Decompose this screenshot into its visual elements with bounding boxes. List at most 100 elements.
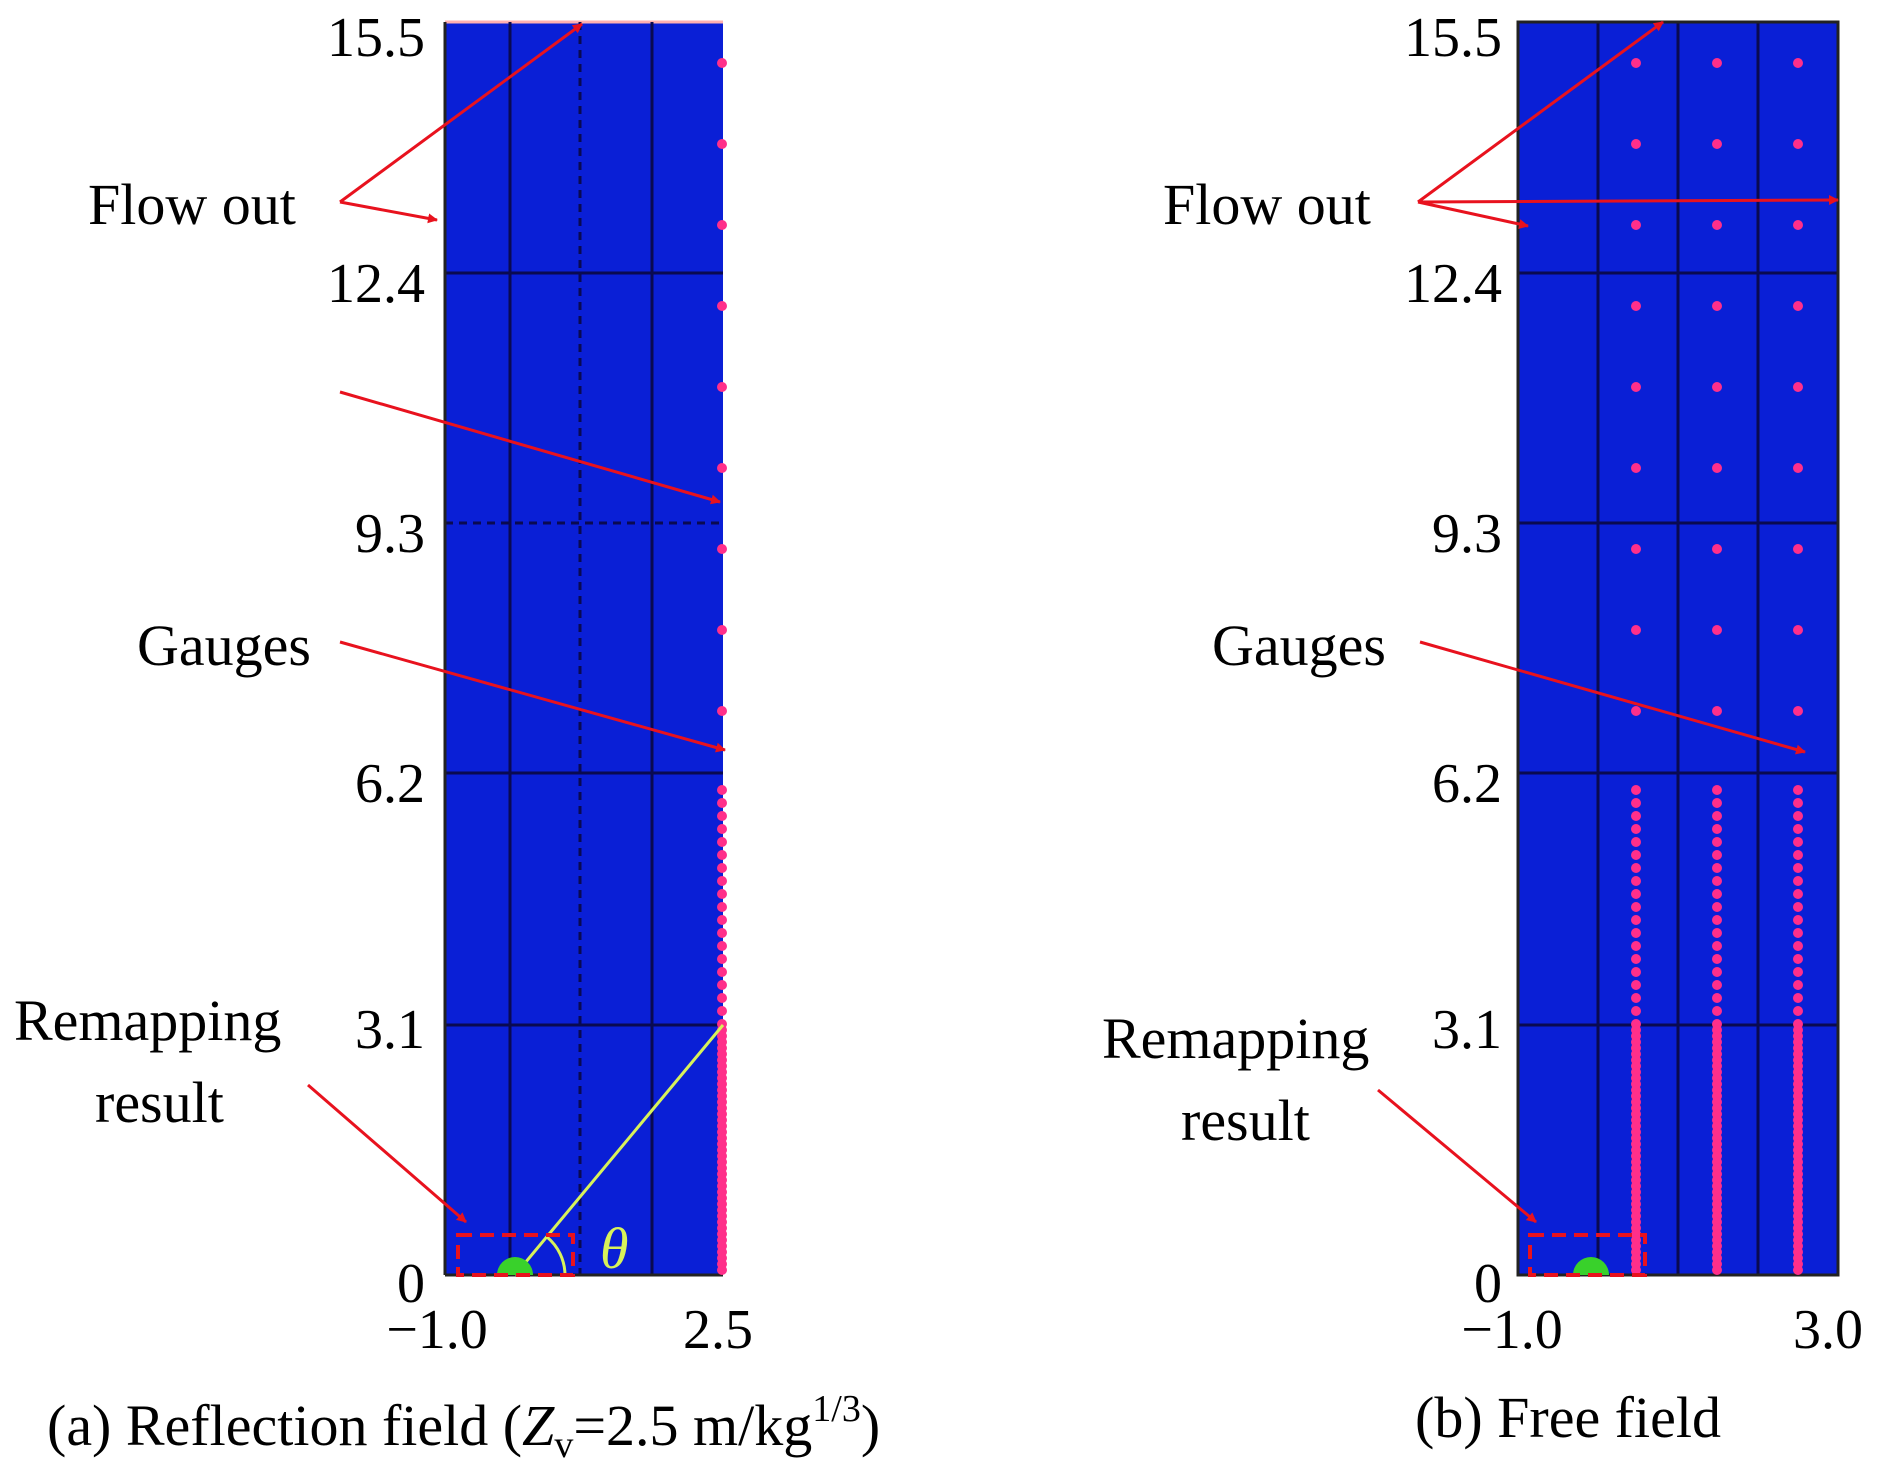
panel-b-col-3-gauge-4 — [1793, 382, 1803, 392]
panel-b-col-3-gauge-5 — [1793, 463, 1803, 473]
panel-b-col-1-gauge-3 — [1631, 301, 1641, 311]
panel-a-flow-out-arrow-left — [339, 200, 438, 224]
panel-b-col-3-gauge-19 — [1793, 915, 1803, 925]
panel-b-col-2-gauge-25 — [1712, 993, 1722, 1003]
panel-a-ytick-15.5: 15.5 — [327, 7, 425, 69]
panel-b-gauges — [1631, 58, 1803, 1275]
panel-a-grid — [445, 22, 723, 1275]
panel-b-col-1-gauge-26 — [1631, 1006, 1641, 1016]
panel-b-col-2-gauge-5 — [1712, 463, 1722, 473]
panel-a-theta-arc — [546, 1235, 567, 1276]
panel-a-ytick-9.3: 9.3 — [355, 503, 425, 565]
panel-b-col-3-gauge-2 — [1793, 220, 1803, 230]
panel-b-col-2-gauge-11 — [1712, 811, 1722, 821]
panel-b-remap-arrow — [1377, 1088, 1537, 1224]
panel-a-col-right-gauge-21 — [717, 941, 727, 951]
panel-b-gauges-arrow — [1419, 640, 1806, 755]
panel-b-flow-out-arrow-right — [1417, 195, 1839, 206]
panel-b-col-1-gauge-24 — [1631, 980, 1641, 990]
panel-b-col-2-gauge-23 — [1712, 967, 1722, 977]
panel-a-col-right-gauge-23 — [717, 967, 727, 977]
panel-b-col-1-gauge-4 — [1631, 382, 1641, 392]
panel-b-col-1-gauge-7 — [1631, 625, 1641, 635]
panel-b: 15.5 12.4 9.3 6.2 3.1 0 −1.0 3.0 Flow ou… — [1102, 7, 1863, 1450]
panel-a-gauges-label: Gauges — [137, 613, 311, 678]
panel-b-remap-label-line1: Remapping — [1102, 1006, 1369, 1071]
panel-b-flow-out-label: Flow out — [1163, 172, 1371, 237]
panel-a-col-right-gauge-1 — [717, 139, 727, 149]
panel-b-col-1-gauge-25 — [1631, 993, 1641, 1003]
panel-b-col-2-gauge-7 — [1712, 625, 1722, 635]
panel-b-col-3-gauge-26 — [1793, 1006, 1803, 1016]
panel-b-col-1-gauge-9 — [1631, 785, 1641, 795]
panel-b-ytick-12.4: 12.4 — [1404, 253, 1502, 315]
panel-b-col-3-gauge-22 — [1793, 954, 1803, 964]
panel-a-ytick-12.4: 12.4 — [327, 253, 425, 315]
panel-a-col-right-gauge-0 — [717, 58, 727, 68]
panel-a-charge — [497, 1257, 533, 1275]
panel-b-charge — [1573, 1257, 1609, 1275]
panel-b-xtick-left: −1.0 — [1461, 1299, 1563, 1361]
panel-a-col-right-gauge-6 — [717, 544, 727, 554]
panel-b-col-2-gauge-13 — [1712, 837, 1722, 847]
panel-b-col-2-gauge-24 — [1712, 980, 1722, 990]
panel-b-col-2-gauge-0 — [1712, 58, 1722, 68]
panel-b-col-1-gauge-13 — [1631, 837, 1641, 847]
panel-b-flow-out-arrow-top — [1417, 20, 1664, 204]
panel-b-col-1-gauge-1 — [1631, 139, 1641, 149]
panel-a-col-right-gauge-7 — [717, 625, 727, 635]
panel-a-col-right-gauge-25 — [717, 993, 727, 1003]
panel-a: θ 15.5 12.4 9.3 6.2 3.1 0 −1.0 2.5 Flow … — [14, 7, 880, 1466]
panel-a-flow-out-label: Flow out — [88, 172, 296, 237]
panel-b-col-3-gauge-9 — [1793, 785, 1803, 795]
panel-b-col-3-gauge-3 — [1793, 301, 1803, 311]
panel-a-arrows — [307, 22, 726, 1224]
panel-a-col-right-gauge-9 — [717, 785, 727, 795]
panel-a-col-right-gauge-22 — [717, 954, 727, 964]
panel-a-gauges — [717, 58, 727, 1275]
panel-b-col-2-gauge-10 — [1712, 798, 1722, 808]
panel-b-col-2-gauge-68 — [1712, 1265, 1722, 1275]
panel-a-col-right-gauge-15 — [717, 863, 727, 873]
panel-a-col-right-gauge-5 — [717, 463, 727, 473]
panel-b-col-1-gauge-11 — [1631, 811, 1641, 821]
panel-b-col-3-gauge-16 — [1793, 876, 1803, 886]
panel-b-arrows — [1377, 20, 1839, 1224]
panel-b-col-3-gauge-24 — [1793, 980, 1803, 990]
panel-b-col-1-gauge-0 — [1631, 58, 1641, 68]
panel-b-col-2-gauge-21 — [1712, 941, 1722, 951]
panel-a-theta-symbol: θ — [600, 1216, 629, 1281]
panel-a-gauges-arrow-upper — [339, 390, 721, 505]
panel-b-col-3-gauge-17 — [1793, 889, 1803, 899]
panel-a-col-right-gauge-16 — [717, 876, 727, 886]
panel-b-col-3-gauge-10 — [1793, 798, 1803, 808]
panel-b-col-1-gauge-8 — [1631, 706, 1641, 716]
panel-b-col-3-gauge-11 — [1793, 811, 1803, 821]
panel-b-col-2-gauge-20 — [1712, 928, 1722, 938]
panel-a-ytick-0: 0 — [397, 1253, 425, 1315]
panel-a-col-right-gauge-2 — [717, 220, 727, 230]
panel-b-col-2-gauge-9 — [1712, 785, 1722, 795]
panel-b-col-1-gauge-18 — [1631, 902, 1641, 912]
panel-b-col-1-gauge-20 — [1631, 928, 1641, 938]
panel-a-col-right-gauge-11 — [717, 811, 727, 821]
panel-b-col-2-gauge-26 — [1712, 1006, 1722, 1016]
panel-a-remap-label-line2: result — [95, 1070, 224, 1135]
panel-b-col-2-gauge-2 — [1712, 220, 1722, 230]
panel-a-col-right-gauge-8 — [717, 706, 727, 716]
panel-a-col-right-gauge-20 — [717, 928, 727, 938]
panel-b-col-1-gauge-21 — [1631, 941, 1641, 951]
panel-b-col-3-gauge-0 — [1793, 58, 1803, 68]
panel-b-grid — [1518, 22, 1838, 1275]
panel-a-col-right-gauge-12 — [717, 824, 727, 834]
panel-a-col-right-gauge-68 — [717, 1265, 727, 1275]
panel-a-col-right-gauge-18 — [717, 902, 727, 912]
panel-b-remap-box — [1528, 1233, 1647, 1277]
panel-b-col-2-gauge-16 — [1712, 876, 1722, 886]
panel-b-col-3-gauge-21 — [1793, 941, 1803, 951]
panel-b-col-2-gauge-3 — [1712, 301, 1722, 311]
panel-b-col-2-gauge-15 — [1712, 863, 1722, 873]
panel-b-col-3-gauge-12 — [1793, 824, 1803, 834]
panel-b-col-1-gauge-22 — [1631, 954, 1641, 964]
panel-b-col-3-gauge-8 — [1793, 706, 1803, 716]
